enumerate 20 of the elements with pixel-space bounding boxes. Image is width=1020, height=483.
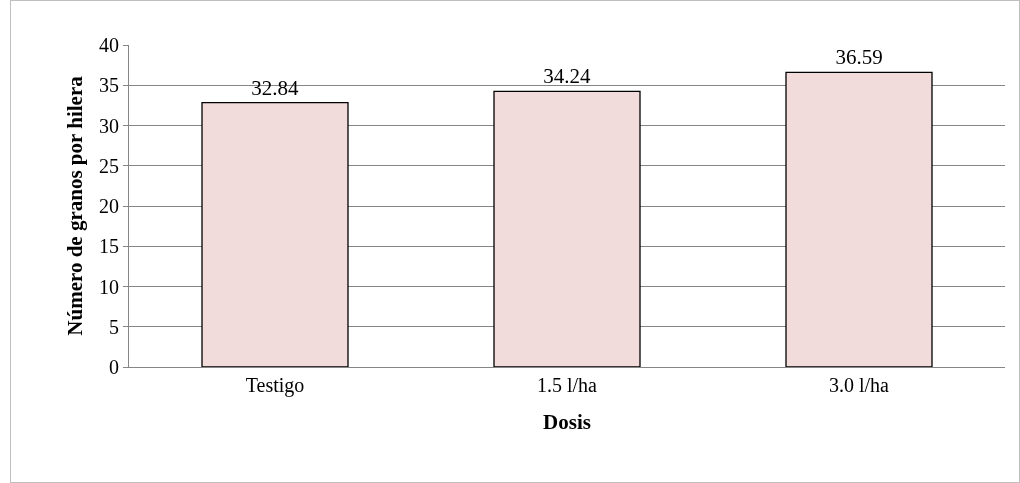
y-tick-label: 25 xyxy=(99,154,119,177)
x-tick-label: Testigo xyxy=(245,374,305,397)
x-axis-title: Dosis xyxy=(543,410,591,435)
y-tick-label: 0 xyxy=(109,356,119,378)
x-tick-label: 3.0 l/ha xyxy=(829,374,890,396)
y-tick-label: 35 xyxy=(99,74,119,97)
y-tick-label: 10 xyxy=(99,275,119,298)
y-tick-label: 5 xyxy=(109,315,119,338)
data-label: 34.24 xyxy=(543,64,591,89)
data-label: 32.84 xyxy=(251,75,299,100)
y-tick-label: 20 xyxy=(99,195,119,217)
x-tick-label: 1.5 l/ha xyxy=(537,374,598,396)
y-tick-label: 40 xyxy=(99,34,119,56)
bar xyxy=(785,71,933,367)
y-axis-title: Número de granos por hilera xyxy=(63,75,88,336)
y-tick-label: 30 xyxy=(99,114,119,137)
bar xyxy=(493,90,641,367)
y-tick-label: 15 xyxy=(99,235,119,258)
data-label: 36.59 xyxy=(835,45,883,70)
bar xyxy=(201,101,349,367)
